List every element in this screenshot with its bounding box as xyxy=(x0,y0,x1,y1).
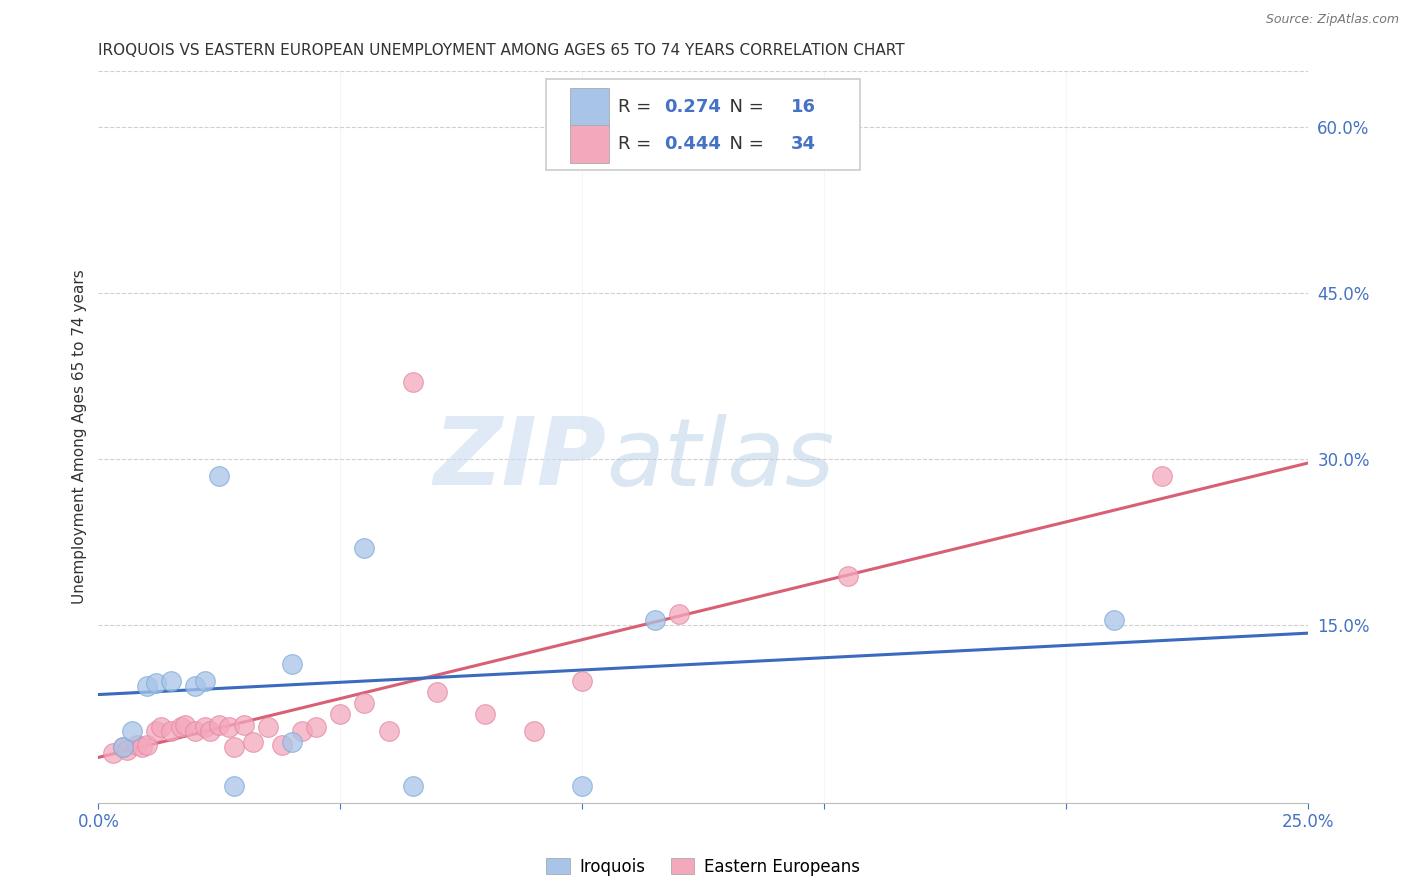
Point xyxy=(523,723,546,738)
Point xyxy=(184,680,207,694)
Text: 34: 34 xyxy=(792,135,817,153)
Point xyxy=(194,721,217,735)
Point xyxy=(184,723,207,738)
Point xyxy=(121,723,143,738)
Point xyxy=(668,607,690,622)
Text: ZIP: ZIP xyxy=(433,413,606,505)
Point xyxy=(353,541,375,555)
Point xyxy=(135,738,157,752)
FancyBboxPatch shape xyxy=(569,125,609,162)
Point xyxy=(127,738,149,752)
Text: R =: R = xyxy=(619,135,658,153)
Point xyxy=(281,735,304,749)
Text: 16: 16 xyxy=(792,98,817,117)
Text: Source: ZipAtlas.com: Source: ZipAtlas.com xyxy=(1265,13,1399,27)
Point xyxy=(256,721,278,735)
Point xyxy=(271,738,294,752)
Point xyxy=(232,718,254,732)
Point xyxy=(1102,613,1125,627)
Text: atlas: atlas xyxy=(606,414,835,505)
Point xyxy=(1152,468,1174,483)
Point xyxy=(111,740,134,755)
Point xyxy=(208,468,231,483)
Point xyxy=(222,740,245,755)
Point xyxy=(198,723,221,738)
Point xyxy=(131,740,153,755)
Point xyxy=(290,723,312,738)
Point xyxy=(160,673,183,688)
Point xyxy=(150,721,173,735)
Text: 0.274: 0.274 xyxy=(664,98,721,117)
Point xyxy=(111,740,134,755)
Point xyxy=(644,613,666,627)
Point xyxy=(117,742,139,756)
FancyBboxPatch shape xyxy=(546,78,860,170)
Text: N =: N = xyxy=(717,98,769,117)
Text: R =: R = xyxy=(619,98,658,117)
Point xyxy=(169,721,191,735)
Point xyxy=(377,723,399,738)
Point xyxy=(571,779,593,793)
Point xyxy=(208,718,231,732)
Point xyxy=(222,779,245,793)
Point xyxy=(571,673,593,688)
Point xyxy=(160,723,183,738)
Point xyxy=(281,657,304,672)
Point xyxy=(426,685,449,699)
Point xyxy=(305,721,328,735)
Point xyxy=(135,680,157,694)
Legend: Iroquois, Eastern Europeans: Iroquois, Eastern Europeans xyxy=(540,851,866,882)
Point xyxy=(402,375,425,389)
Point xyxy=(145,676,167,690)
Text: N =: N = xyxy=(717,135,769,153)
Point xyxy=(329,707,352,722)
Text: IROQUOIS VS EASTERN EUROPEAN UNEMPLOYMENT AMONG AGES 65 TO 74 YEARS CORRELATION : IROQUOIS VS EASTERN EUROPEAN UNEMPLOYMEN… xyxy=(98,43,905,58)
Point xyxy=(353,696,375,710)
Point xyxy=(402,779,425,793)
Point xyxy=(194,673,217,688)
Point xyxy=(474,707,496,722)
Point xyxy=(174,718,197,732)
Point xyxy=(101,746,124,760)
Point xyxy=(145,723,167,738)
Point xyxy=(837,568,859,582)
FancyBboxPatch shape xyxy=(569,88,609,127)
Point xyxy=(218,721,240,735)
Y-axis label: Unemployment Among Ages 65 to 74 years: Unemployment Among Ages 65 to 74 years xyxy=(72,269,87,605)
Point xyxy=(242,735,264,749)
Text: 0.444: 0.444 xyxy=(664,135,721,153)
